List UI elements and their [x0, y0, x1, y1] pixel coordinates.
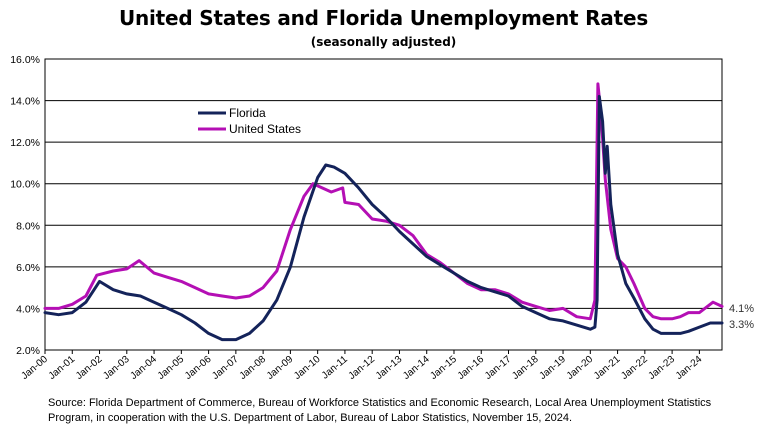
- x-tick-label: Jan-16: [456, 354, 487, 382]
- plot-frame: [44, 58, 723, 351]
- y-tick-label: 8.0%: [16, 220, 40, 232]
- x-tick-label: Jan-06: [183, 354, 214, 382]
- x-tick-label: Jan-15: [428, 354, 459, 382]
- y-tick-label: 6.0%: [16, 262, 40, 274]
- x-tick-label: Jan-17: [483, 354, 514, 382]
- x-tick-label: Jan-23: [647, 354, 678, 382]
- x-tick-label: Jan-10: [292, 354, 323, 382]
- x-tick-label: Jan-08: [238, 354, 269, 382]
- y-tick-label: 2.0%: [16, 345, 40, 357]
- chart-title: United States and Florida Unemployment R…: [118, 6, 649, 30]
- series-line-united-states: [43, 82, 724, 321]
- end-labels: 4.1% 3.3%: [729, 303, 754, 331]
- x-tick-label: Jan-18: [510, 354, 541, 382]
- source-note: Source: Florida Department of Commerce, …: [48, 397, 712, 424]
- x-tick-label: Jan-00: [19, 354, 50, 382]
- y-tick-label: 14.0%: [10, 96, 40, 108]
- x-tick-label: Jan-14: [401, 354, 432, 382]
- x-tick-label: Jan-24: [674, 354, 705, 382]
- legend-label: United States: [229, 122, 301, 136]
- y-tick-label: 12.0%: [10, 137, 40, 149]
- y-tick-label: 16.0%: [10, 54, 40, 66]
- legend-label: Florida: [229, 106, 266, 120]
- y-tick-label: 10.0%: [10, 179, 40, 191]
- series-line-florida: [43, 94, 724, 342]
- x-tick-label: Jan-07: [210, 354, 241, 382]
- x-tick-label: Jan-13: [374, 354, 405, 382]
- x-axis-ticks: Jan-00Jan-01Jan-02Jan-03Jan-04Jan-05Jan-…: [19, 350, 705, 382]
- grid-lines: [44, 58, 723, 351]
- x-tick-label: Jan-21: [592, 354, 623, 382]
- y-tick-label: 4.0%: [16, 303, 40, 315]
- end-label-florida: 3.3%: [729, 319, 754, 331]
- x-tick-label: Jan-12: [347, 354, 378, 382]
- x-tick-label: Jan-02: [74, 354, 105, 382]
- end-label-united-states: 4.1%: [729, 303, 754, 315]
- x-tick-label: Jan-01: [47, 354, 78, 382]
- x-tick-label: Jan-03: [101, 354, 132, 382]
- x-tick-label: Jan-20: [565, 354, 596, 382]
- x-tick-label: Jan-11: [320, 354, 350, 382]
- series-lines: [43, 82, 724, 342]
- x-tick-label: Jan-22: [619, 354, 650, 382]
- chart-subtitle: (seasonally adjusted): [310, 35, 457, 49]
- x-tick-label: Jan-04: [128, 354, 159, 382]
- x-tick-label: Jan-09: [265, 354, 296, 382]
- x-tick-label: Jan-05: [156, 354, 187, 382]
- x-tick-label: Jan-19: [537, 354, 568, 382]
- y-axis-ticks: 16.0% 14.0% 12.0% 10.0% 8.0% 6.0% 4.0% 2.0%: [10, 54, 40, 357]
- legend: Florida United States: [198, 106, 301, 136]
